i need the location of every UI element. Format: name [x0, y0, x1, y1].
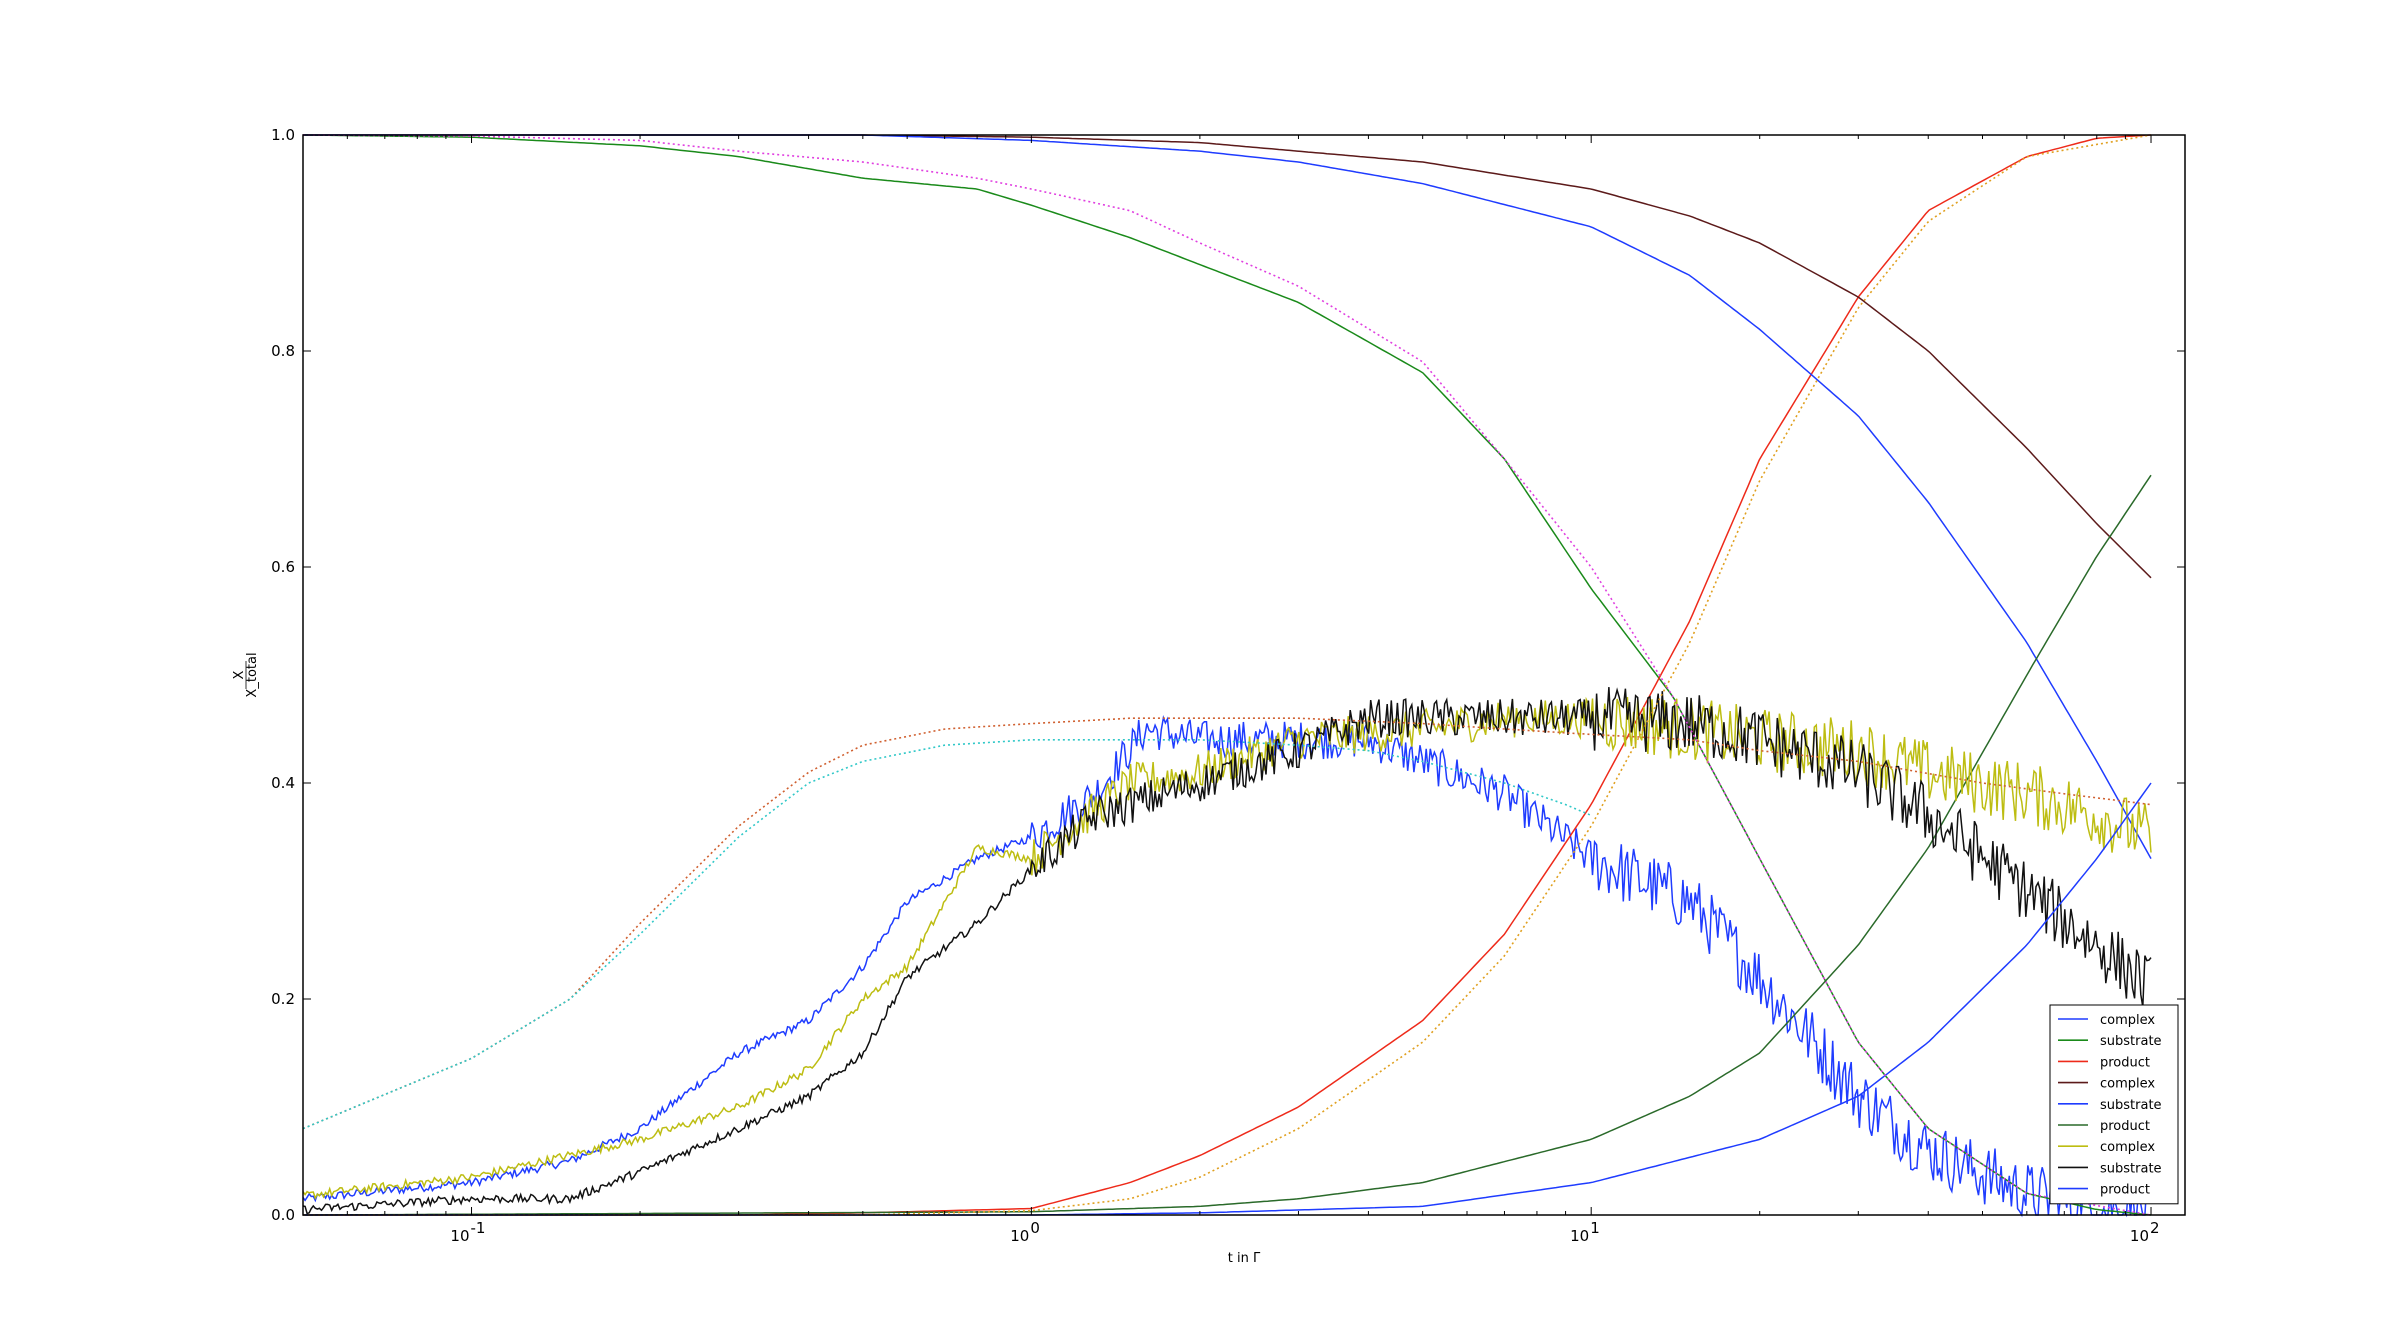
legend-entry-label: complex: [2100, 1013, 2155, 1028]
legend-entry-label: product: [2100, 1183, 2150, 1198]
series-line-10: [303, 134, 2152, 1216]
series-line-6: [303, 474, 2152, 1216]
x-tick-exponent: 0: [1030, 1219, 1040, 1237]
x-axis-label: t in Γ: [1228, 1251, 1261, 1266]
series-line-11: [303, 134, 2152, 1216]
x-tick-base: 10: [1010, 1227, 1029, 1245]
legend-entry-label: product: [2100, 1119, 2150, 1134]
y-tick-label: 0.8: [271, 342, 295, 360]
x-tick-label: 10 -1: [450, 1219, 485, 1245]
x-tick-label: 10 1: [1570, 1219, 1600, 1245]
legend-entry-label: substrate: [2100, 1161, 2162, 1176]
y-tick-label: 0.4: [271, 774, 295, 792]
x-tick-base: 10: [450, 1227, 469, 1245]
legend-entry-label: complex: [2100, 1077, 2155, 1092]
y-axis-label-numerator: X: [232, 670, 247, 679]
x-tick-label: 10 0: [1010, 1219, 1040, 1245]
legend-entry-label: complex: [2100, 1140, 2155, 1155]
y-tick-label: 0.2: [271, 990, 295, 1008]
series-line-8: [302, 687, 2152, 1215]
plot-frame: [302, 134, 2186, 1216]
legend: complex substrate product complex substrate p…: [2049, 1004, 2179, 1205]
y-tick-label: 1.0: [271, 126, 295, 144]
x-tick-exponent: 2: [2150, 1219, 2160, 1237]
legend-entry-label: substrate: [2100, 1034, 2162, 1049]
x-tick-base: 10: [1570, 1227, 1589, 1245]
legend-entry-label: product: [2100, 1055, 2150, 1070]
y-tick-label: 0.6: [271, 558, 295, 576]
x-tick-exponent: 1: [1590, 1219, 1600, 1237]
series-line-13: [302, 739, 1592, 1130]
x-tick-exponent: -1: [471, 1219, 486, 1237]
tick-layer: 0.00.20.40.60.81.010 -1 10 0 10 1 10 2: [271, 126, 2185, 1245]
series-line-7: [302, 696, 2152, 1201]
legend-entry-label: substrate: [2100, 1098, 2162, 1113]
x-tick-base: 10: [2130, 1227, 2149, 1245]
y-axis-label-denominator: X_total: [245, 652, 260, 697]
x-tick-label: 10 2: [2130, 1219, 2160, 1245]
y-axis-label: X X_total: [232, 652, 260, 697]
y-tick-label: 0.0: [271, 1206, 295, 1224]
